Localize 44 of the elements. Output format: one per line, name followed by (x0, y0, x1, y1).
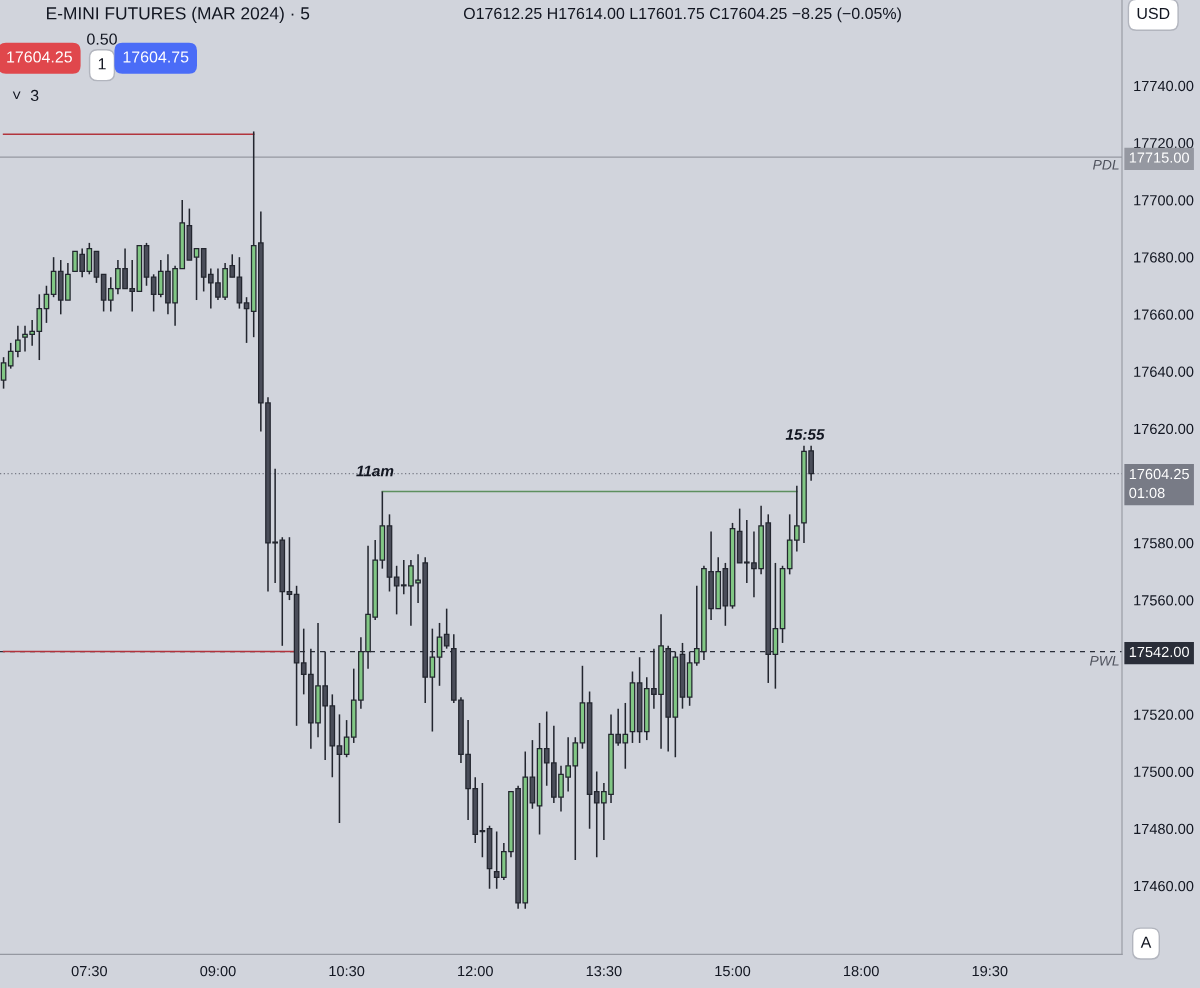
annotation: 17604.25 (7, 51, 72, 63)
y-tick-label: 17580.00 (1134, 538, 1194, 549)
y-tick-label: 17480.00 (1134, 823, 1194, 835)
x-tick-label: 09:00 (200, 965, 236, 977)
x-tick-label: 07:30 (71, 965, 108, 977)
x-tick-label: 12:00 (458, 965, 493, 977)
y-tick-label: 17680.00 (1134, 252, 1194, 263)
annotation: ˅ 3 (12, 89, 39, 102)
y-tick-label: 17560.00 (1134, 595, 1194, 606)
candlestick (336, 713, 343, 824)
candlestick (243, 296, 250, 344)
annotation: O17612.25 H17614.00 L17601.75 C17604.25 −8.25 (−0.05%) (463, 7, 901, 23)
y-tick-label: 17500.00 (1134, 766, 1194, 777)
annotation: 15:55 (785, 429, 825, 440)
text: USD (1137, 7, 1170, 20)
candlestick (443, 607, 450, 650)
y-tick-label: 17700.00 (1134, 195, 1194, 206)
ref-line-label: 17715.00 (1129, 152, 1189, 163)
candlestick (286, 536, 293, 601)
x-tick-label: 13:30 (586, 965, 622, 977)
x-tick-label: 19:30 (972, 965, 1008, 977)
y-tick-label: 17620.00 (1134, 423, 1194, 435)
annotation: 0.50 (87, 33, 117, 45)
y-tick-label: 17720.00 (1134, 137, 1194, 149)
ref-line-label: 17542.00 (1129, 646, 1189, 658)
y-tick-label: 17640.00 (1134, 366, 1194, 377)
candlestick (0, 356, 7, 390)
annotation: PWL (1089, 656, 1119, 666)
text: A (1140, 936, 1152, 948)
y-tick-label: 17740.00 (1134, 80, 1194, 92)
ref-line-label: 17604.25 01:08 (1129, 468, 1189, 499)
x-tick-label: 15:00 (715, 965, 751, 977)
candlestick (193, 247, 200, 301)
annotation: 17604.75 (123, 51, 189, 63)
x-tick-label: 10:30 (329, 965, 365, 977)
y-tick-label: 17660.00 (1134, 309, 1194, 320)
chart-title: E-MINI FUTURES (MAR 2024) · 5 (47, 6, 310, 23)
annotation: PDL (1093, 160, 1119, 170)
y-tick-label: 17520.00 (1134, 709, 1194, 720)
x-tick-label: 18:00 (844, 965, 879, 977)
annotation: 1 (98, 58, 106, 70)
annotation: 11am (356, 465, 394, 477)
y-tick-label: 17460.00 (1134, 880, 1194, 892)
candlestick (479, 782, 486, 859)
